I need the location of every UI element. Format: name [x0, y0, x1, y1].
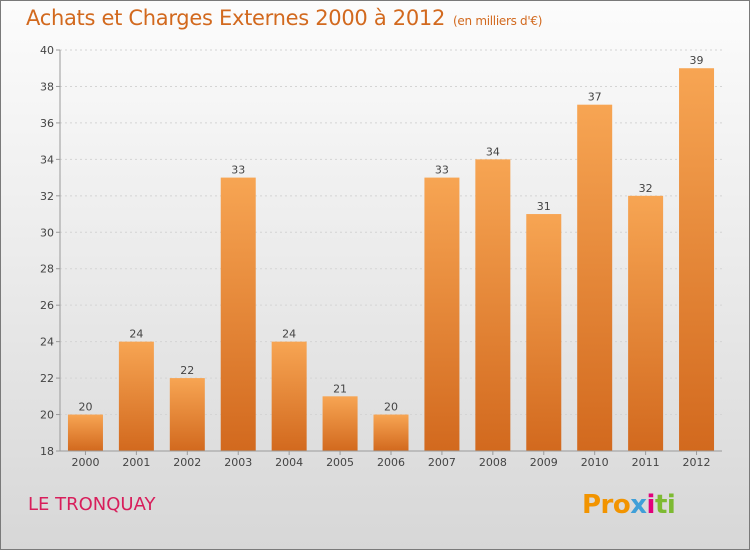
x-tick-label: 2000: [71, 456, 99, 469]
proxiti-logo: Proxiti: [582, 490, 676, 520]
bar-2011: [628, 195, 664, 451]
bar-value-label: 22: [180, 364, 194, 377]
x-tick-label: 2002: [173, 456, 201, 469]
x-tick-label: 2003: [224, 456, 252, 469]
x-tick-label: 2001: [122, 456, 150, 469]
y-tick-label: 40: [40, 44, 54, 57]
bar-value-label: 33: [231, 164, 245, 177]
y-tick-label: 24: [40, 336, 54, 349]
bar-value-label: 20: [384, 401, 398, 414]
y-tick-label: 26: [40, 299, 54, 312]
bar-value-label: 37: [588, 91, 602, 104]
bar-value-label: 20: [78, 401, 92, 414]
chart-title: Achats et Charges Externes 2000 à 2012 (e…: [26, 6, 542, 30]
commune-name: LE TRONQUAY: [28, 494, 156, 515]
logo-part-1: Pro: [582, 490, 631, 520]
y-tick-label: 18: [40, 445, 54, 458]
bar-2005: [322, 396, 358, 451]
bar-value-label: 32: [639, 182, 653, 195]
x-tick-label: 2007: [428, 456, 456, 469]
y-tick-label: 22: [40, 372, 54, 385]
bar-2001: [118, 341, 154, 451]
y-tick-label: 36: [40, 117, 54, 130]
bar-2008: [475, 159, 511, 451]
y-tick-label: 34: [40, 153, 54, 166]
bar-2004: [271, 341, 307, 451]
grid-lines: [60, 49, 722, 416]
bar-2006: [373, 414, 409, 451]
y-tick-label: 32: [40, 190, 54, 203]
bar-value-label: 24: [282, 328, 296, 341]
x-tick-label: 2006: [377, 456, 405, 469]
x-axis: 2000 2001 2002 2003 2004 2005 2006 2007 2008 2009…: [60, 450, 722, 469]
bar-value-label: 24: [129, 328, 143, 341]
y-tick-label: 20: [40, 409, 54, 422]
chart-subtitle: (en milliers d'€): [453, 14, 543, 28]
y-axis: 18 20 22 24 26 28 30 32 34 36 38 40: [40, 44, 61, 458]
bar-2003: [220, 177, 256, 451]
bar-2009: [526, 214, 562, 451]
bar-2002: [169, 378, 205, 451]
x-tick-label: 2012: [683, 456, 711, 469]
bar-2010: [577, 104, 613, 451]
x-tick-label: 2008: [479, 456, 507, 469]
logo-part-4: ti: [654, 490, 676, 520]
bar-2007: [424, 177, 460, 451]
x-tick-label: 2011: [632, 456, 660, 469]
y-tick-label: 28: [40, 263, 54, 276]
bar-value-label: 33: [435, 164, 449, 177]
y-tick-label: 38: [40, 80, 54, 93]
x-tick-label: 2004: [275, 456, 303, 469]
title-text: Achats et Charges Externes 2000 à 2012: [26, 6, 446, 30]
bar-value-label: 31: [537, 200, 551, 213]
bar-value-label: 39: [690, 54, 704, 67]
y-tick-label: 30: [40, 226, 54, 239]
logo-part-2: x: [630, 490, 647, 520]
x-tick-label: 2010: [581, 456, 609, 469]
bar-2012: [679, 68, 715, 452]
x-tick-label: 2009: [530, 456, 558, 469]
bar-2000: [67, 414, 103, 451]
bars: 20 24 22 33 24 21 20 33 34 31 37 32 39: [67, 54, 715, 452]
bar-value-label: 21: [333, 382, 347, 395]
logo-part-3: i: [646, 490, 656, 520]
x-tick-label: 2005: [326, 456, 354, 469]
bar-value-label: 34: [486, 145, 500, 158]
